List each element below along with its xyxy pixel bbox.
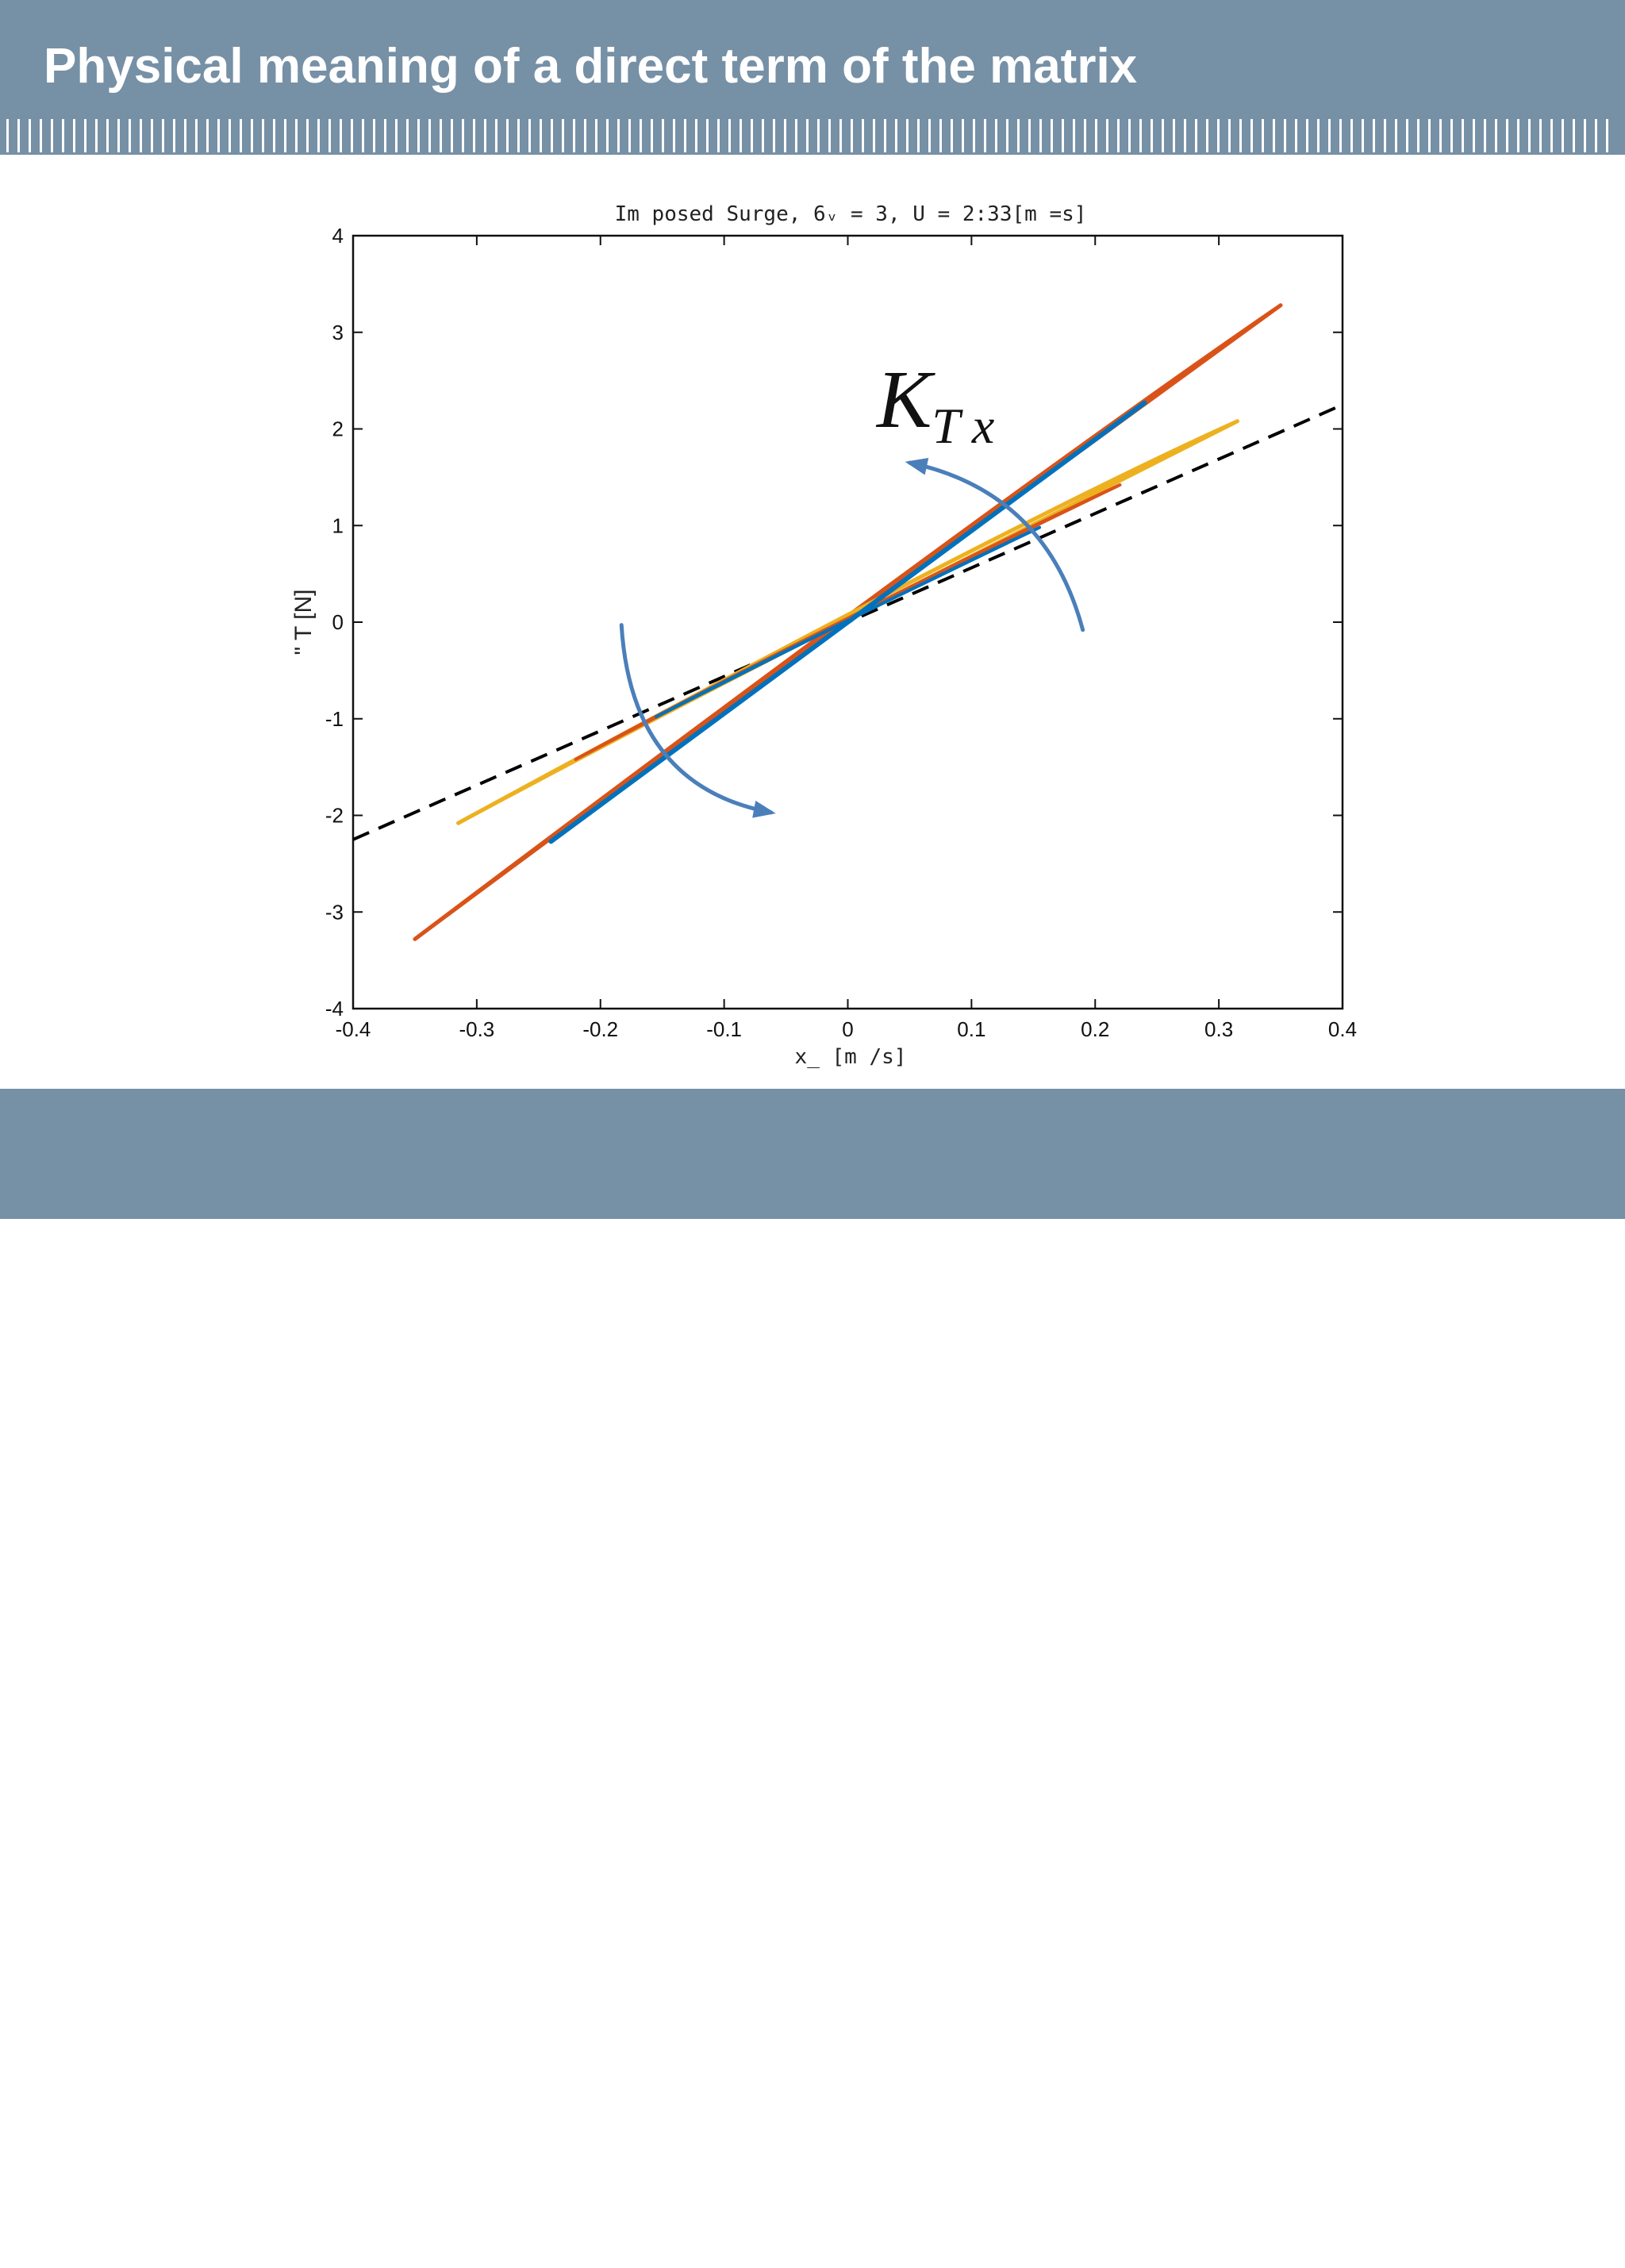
y-tick-label: -1 <box>325 707 344 731</box>
y-tick-label: -2 <box>325 804 344 828</box>
author-2-link[interactable]: M. Belloli <box>236 2224 374 2261</box>
series-loop-4 <box>548 400 1147 844</box>
series-loop-5 <box>654 525 1042 719</box>
rotation-arrow-2 <box>619 623 774 815</box>
x-tick-label: -0.1 <box>706 1017 742 1041</box>
series-layer <box>413 303 1283 941</box>
x-tick-label: 0.1 <box>957 1017 985 1041</box>
author-rest: , L. Bernini, A. Zasso <box>373 2224 661 2261</box>
author-1: I. Bayati, <box>97 2224 221 2261</box>
x-tick-label: 0 <box>842 1017 853 1041</box>
slide-title: Physical meaning of a direct term of the… <box>44 39 1138 94</box>
footer-band: I. Bayati, M. Belloli, L. Bernini, A. Za… <box>0 1089 1625 2267</box>
series-loop-3 <box>574 483 1122 761</box>
chart: Im posed Surge, 6ᵥ = 3, U = 2:33[m =s] -… <box>290 202 1357 1069</box>
x-tick-label: -0.2 <box>582 1017 618 1041</box>
chart-title: Im posed Surge, 6ᵥ = 3, U = 2:33[m =s] <box>615 202 1087 226</box>
arrow-layer <box>619 457 1085 818</box>
x-tick-label: 0.3 <box>1204 1017 1233 1041</box>
x-tick-label: 0.4 <box>1328 1017 1357 1041</box>
ktx-subscript: T x <box>932 398 994 454</box>
ktx-main: K <box>875 354 935 445</box>
x-axis-label: x_ [m /s] <box>795 1045 907 1069</box>
y-tick-label: -3 <box>325 900 344 924</box>
x-tick-label: -0.3 <box>459 1017 494 1041</box>
rotation-arrowhead-2 <box>752 800 776 818</box>
politecnico-logo: POLITECNICO MILANO 1863 <box>1063 2226 1571 2267</box>
y-tick-label: 4 <box>332 224 344 248</box>
x-tick-label: -0.4 <box>336 1017 371 1041</box>
authors: I. Bayati, M. Belloli, L. Bernini, A. Za… <box>97 2224 660 2262</box>
rotation-arrow-1 <box>907 460 1085 632</box>
y-axis-label: " T [N] <box>290 590 317 655</box>
ktx-annotation: KT x <box>875 354 994 454</box>
y-tick-label: 2 <box>332 417 344 441</box>
title-band: Physical meaning of a direct term of the… <box>0 0 1625 155</box>
y-tick-label: 3 <box>332 321 344 344</box>
y-tick-label: 0 <box>332 610 344 634</box>
tick-layer: -0.4 -0.3 -0.2 -0.1 0 0.1 0.2 0.3 0.4 -4 -3 -2 -1 0 1 2… <box>325 224 1357 1041</box>
y-tick-label: 1 <box>332 513 344 537</box>
y-tick-label: -4 <box>325 997 344 1021</box>
rotation-arrowhead-1 <box>905 457 929 475</box>
x-tick-label: 0.2 <box>1081 1017 1109 1041</box>
decorative-tick-strip <box>6 119 1617 152</box>
